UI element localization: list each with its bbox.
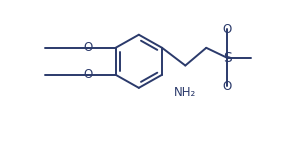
Text: O: O [84,68,93,81]
Text: O: O [223,80,232,93]
Text: S: S [223,51,232,65]
Text: O: O [84,41,93,54]
Text: O: O [223,23,232,36]
Text: NH₂: NH₂ [174,86,196,99]
